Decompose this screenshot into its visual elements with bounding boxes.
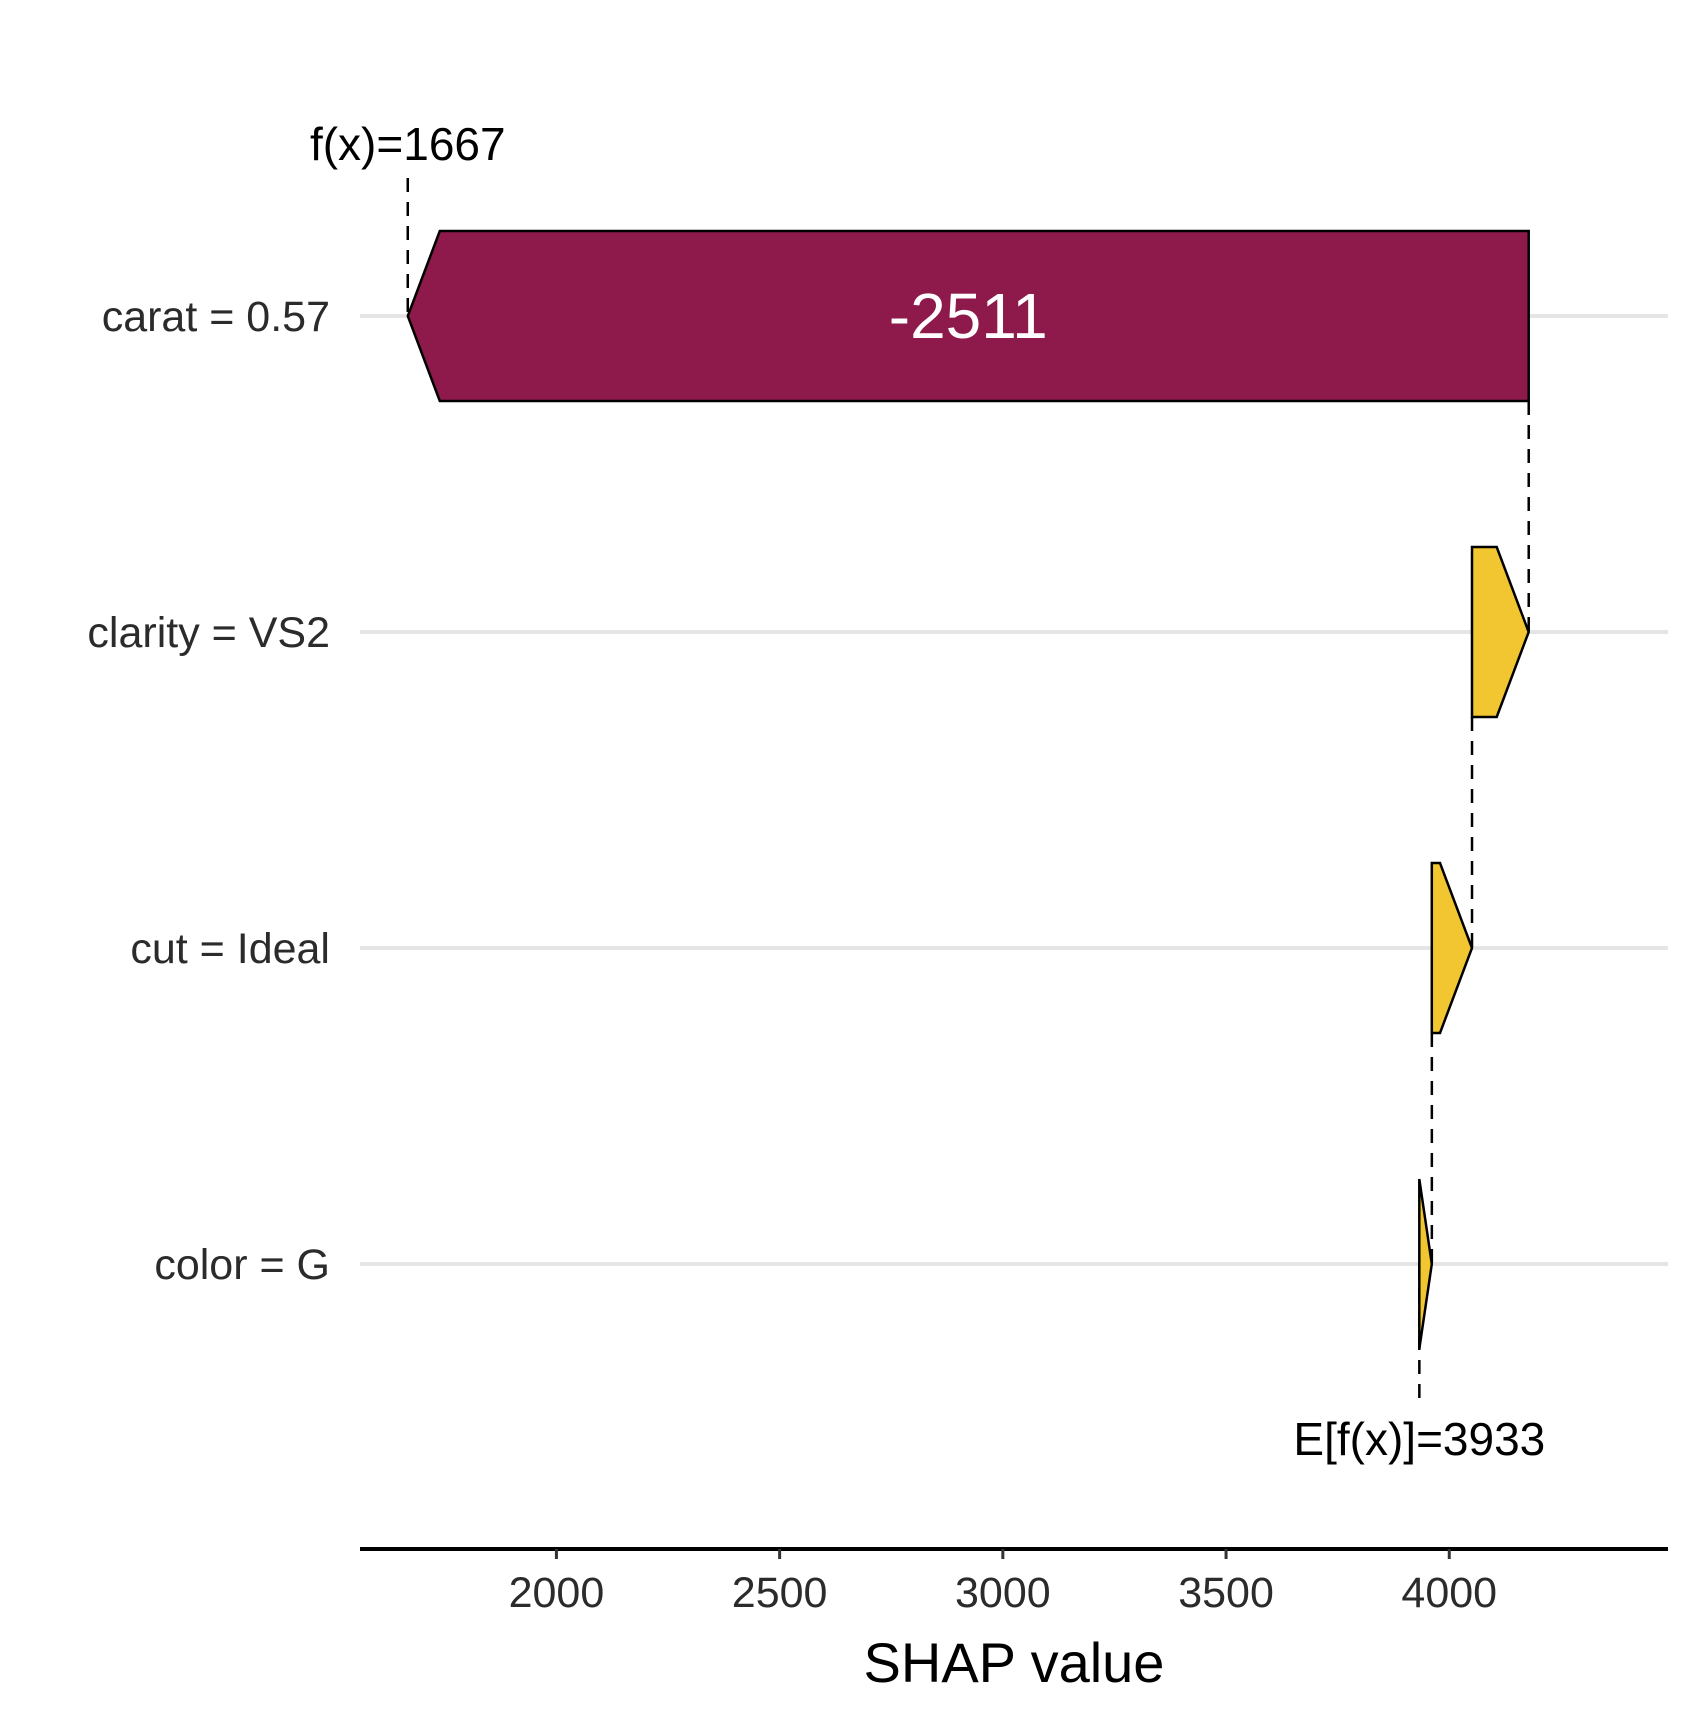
x-tick-label-3: 3500 (1178, 1569, 1274, 1617)
x-tick-label-2: 3000 (955, 1569, 1051, 1617)
bar-value-label-0: -2511 (889, 280, 1048, 352)
base-value-label: E[f(x)]=3933 (1293, 1413, 1545, 1465)
shap-bar-0 (406, 229, 1530, 403)
shap-bar-1 (1470, 545, 1531, 719)
x-axis: 2000 2500 3000 3500 4000 (360, 1547, 1668, 1617)
bar-layer (406, 229, 1531, 1350)
shap-bar-3 (1418, 1178, 1434, 1350)
feature-label-1: clarity = VS2 (87, 609, 330, 657)
label-layer: carat = 0.57 -2511 clarity = VS2 cut = Idea… (87, 118, 1545, 1465)
feature-label-3: color = G (154, 1241, 330, 1289)
x-tick-label-0: 2000 (509, 1569, 605, 1617)
feature-label-2: cut = Ideal (130, 925, 330, 973)
connector-layer (406, 178, 1530, 1398)
x-axis-title: SHAP value (864, 1631, 1165, 1694)
feature-label-0: carat = 0.57 (102, 293, 330, 341)
x-tick-label-4: 4000 (1401, 1569, 1497, 1617)
shap-bar-2 (1430, 861, 1474, 1035)
prediction-label: f(x)=1667 (310, 118, 506, 170)
x-tick-label-1: 2500 (732, 1569, 828, 1617)
